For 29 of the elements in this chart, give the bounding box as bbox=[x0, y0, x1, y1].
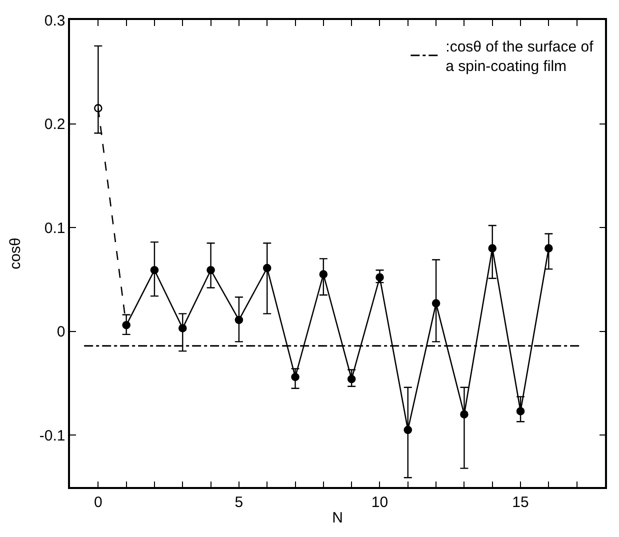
point bbox=[291, 372, 300, 382]
legend-label: :cosθ of the surface of a spin-coating film bbox=[446, 38, 594, 75]
y-axis-title: cosθ bbox=[7, 238, 24, 270]
point bbox=[234, 316, 244, 324]
point bbox=[150, 266, 159, 274]
x-tick-label: 15 bbox=[512, 494, 529, 511]
point bbox=[488, 244, 497, 252]
point bbox=[178, 324, 187, 332]
y-tick-label: 0 bbox=[56, 324, 66, 341]
point bbox=[432, 299, 440, 308]
point bbox=[319, 270, 328, 278]
point bbox=[94, 104, 102, 112]
point bbox=[460, 410, 468, 419]
point bbox=[206, 266, 215, 274]
x-tick-label: 5 bbox=[234, 494, 244, 511]
x-tick-label: 0 bbox=[94, 494, 102, 511]
point bbox=[376, 273, 384, 282]
point bbox=[122, 320, 130, 330]
x-tick-label: 10 bbox=[371, 494, 388, 511]
x-axis-title: N bbox=[332, 509, 343, 526]
point bbox=[544, 244, 553, 252]
y-tick-label: 0.3 bbox=[44, 12, 66, 30]
y-tick-label: 0.2 bbox=[44, 116, 66, 134]
y-tick-label: 0.1 bbox=[44, 220, 66, 237]
y-tick-label: -0.1 bbox=[39, 427, 66, 444]
point bbox=[347, 374, 356, 384]
point bbox=[262, 264, 272, 272]
point bbox=[404, 426, 412, 434]
point bbox=[516, 407, 525, 416]
